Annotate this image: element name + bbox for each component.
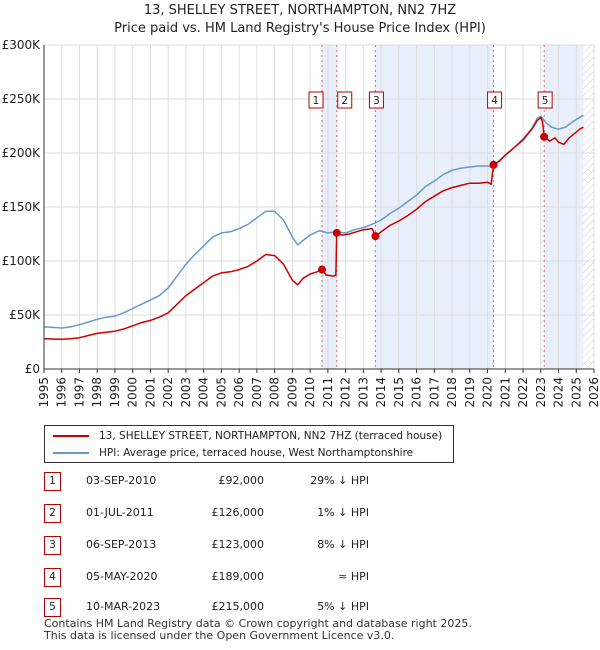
sale-label-number: 3 <box>373 95 380 107</box>
x-tick-label: 2026 <box>587 377 600 408</box>
x-tick-label: 2021 <box>498 377 512 408</box>
sale-hpi-comparison: 8% ↓ HPI <box>317 538 369 551</box>
sale-label-number: 2 <box>341 95 348 107</box>
sale-label-box <box>487 91 503 109</box>
sale-point <box>540 132 549 141</box>
sale-price: £126,000 <box>211 506 265 519</box>
sale-hpi-comparison: 1% ↓ HPI <box>317 506 369 519</box>
x-tick-label: 2007 <box>250 377 264 408</box>
table-row: 3 06-SEP-2013 £123,000 8% ↓ HPI <box>44 536 404 558</box>
x-tick-label: 2012 <box>339 377 353 408</box>
sale-price: £215,000 <box>211 600 265 613</box>
sale-hpi-comparison: 5% ↓ HPI <box>317 600 369 613</box>
x-tick-label: 2000 <box>126 377 140 408</box>
y-tick-label: £0 <box>25 362 40 376</box>
x-tick-label: 2018 <box>445 377 459 408</box>
sale-point <box>371 232 380 241</box>
sale-date: 03-SEP-2010 <box>86 474 157 487</box>
x-tick-label: 2010 <box>303 377 317 408</box>
sale-price: £123,000 <box>211 538 265 551</box>
y-tick-label: £200K <box>2 146 42 160</box>
sale-date: 06-SEP-2013 <box>86 538 157 551</box>
footer-line-2: This data is licensed under the Open Gov… <box>44 629 395 642</box>
x-tick-label: 2025 <box>569 377 583 408</box>
legend-item-property: 13, SHELLEY STREET, NORTHAMPTON, NN2 7HZ… <box>53 428 442 444</box>
footer-attribution: Contains HM Land Registry data © Crown c… <box>44 618 472 642</box>
sale-label-box <box>337 91 353 109</box>
property-price-line <box>43 116 584 341</box>
sale-number-badge: 4 <box>44 568 61 587</box>
x-tick-label: 2011 <box>321 377 335 408</box>
x-tick-label: 2003 <box>179 377 193 408</box>
table-row: 2 01-JUL-2011 £126,000 1% ↓ HPI <box>44 504 404 526</box>
sale-number-badge: 5 <box>44 598 61 617</box>
sale-date: 05-MAY-2020 <box>86 570 158 583</box>
x-tick-label: 2005 <box>214 377 228 408</box>
sale-date: 01-JUL-2011 <box>86 506 154 519</box>
legend-label-hpi: HPI: Average price, terraced house, West… <box>99 447 414 459</box>
title-line-1: 13, SHELLEY STREET, NORTHAMPTON, NN2 7HZ <box>143 3 457 18</box>
x-tick-label: 1995 <box>37 377 51 408</box>
x-tick-label: 1997 <box>72 377 86 408</box>
x-tick-label: 2014 <box>374 377 388 408</box>
footer-line-1: Contains HM Land Registry data © Crown c… <box>44 617 472 630</box>
y-tick-label: £150K <box>2 200 42 214</box>
x-tick-label: 1996 <box>55 377 69 408</box>
sale-point <box>489 160 498 169</box>
legend: 13, SHELLEY STREET, NORTHAMPTON, NN2 7HZ… <box>44 425 454 463</box>
x-tick-label: 2022 <box>516 377 530 408</box>
x-tick-label: 2024 <box>552 377 566 408</box>
legend-item-hpi: HPI: Average price, terraced house, West… <box>53 445 413 461</box>
sale-price: £189,000 <box>211 570 265 583</box>
y-tick-label: £300K <box>2 38 42 52</box>
x-tick-label: 2006 <box>232 377 246 408</box>
sale-hpi-comparison: 29% ↓ HPI <box>310 474 369 487</box>
x-tick-label: 2004 <box>197 377 211 408</box>
hpi-line-swatch <box>53 452 89 454</box>
chart-title: 13, SHELLEY STREET, NORTHAMPTON, NN2 7HZ… <box>0 2 600 38</box>
y-tick-label: £250K <box>2 92 42 106</box>
x-tick-label: 2023 <box>534 377 548 408</box>
title-line-2: Price paid vs. HM Land Registry's House … <box>114 21 486 36</box>
sale-label-number: 4 <box>491 95 498 107</box>
table-row: 4 05-MAY-2020 £189,000 ≈ HPI <box>44 568 404 590</box>
x-tick-label: 2019 <box>463 377 477 408</box>
y-tick-label: £50K <box>9 308 41 322</box>
x-tick-label: 2008 <box>268 377 282 408</box>
table-row: 1 03-SEP-2010 £92,000 29% ↓ HPI <box>44 472 404 494</box>
legend-label-property: 13, SHELLEY STREET, NORTHAMPTON, NN2 7HZ… <box>99 430 443 442</box>
sale-hpi-comparison: ≈ HPI <box>338 570 369 583</box>
sale-label-number: 1 <box>313 95 320 107</box>
x-tick-label: 2002 <box>161 377 175 408</box>
x-tick-label: 2009 <box>285 377 299 408</box>
sale-number-badge: 3 <box>44 536 61 555</box>
sale-number-badge: 1 <box>44 472 61 491</box>
sale-price: £92,000 <box>218 474 265 487</box>
sale-label-box <box>368 91 384 109</box>
hpi-line <box>43 114 584 329</box>
x-tick-label: 2013 <box>356 377 370 408</box>
x-tick-label: 2016 <box>410 377 424 408</box>
sale-label-box <box>537 91 553 109</box>
property-line-swatch <box>53 435 89 437</box>
sale-date: 10-MAR-2023 <box>86 600 161 613</box>
sale-point <box>318 265 327 274</box>
x-tick-label: 2020 <box>481 377 495 408</box>
x-tick-label: 1999 <box>108 377 122 408</box>
x-tick-label: 2015 <box>392 377 406 408</box>
table-row: 5 10-MAR-2023 £215,000 5% ↓ HPI <box>44 598 404 620</box>
x-tick-label: 2017 <box>427 377 441 408</box>
y-tick-label: £100K <box>2 254 42 268</box>
sale-label-box <box>308 91 324 109</box>
x-tick-label: 2001 <box>143 377 157 408</box>
sale-point <box>332 228 341 237</box>
sale-number-badge: 2 <box>44 504 61 523</box>
x-tick-label: 1998 <box>90 377 104 408</box>
sale-label-number: 5 <box>542 95 549 107</box>
